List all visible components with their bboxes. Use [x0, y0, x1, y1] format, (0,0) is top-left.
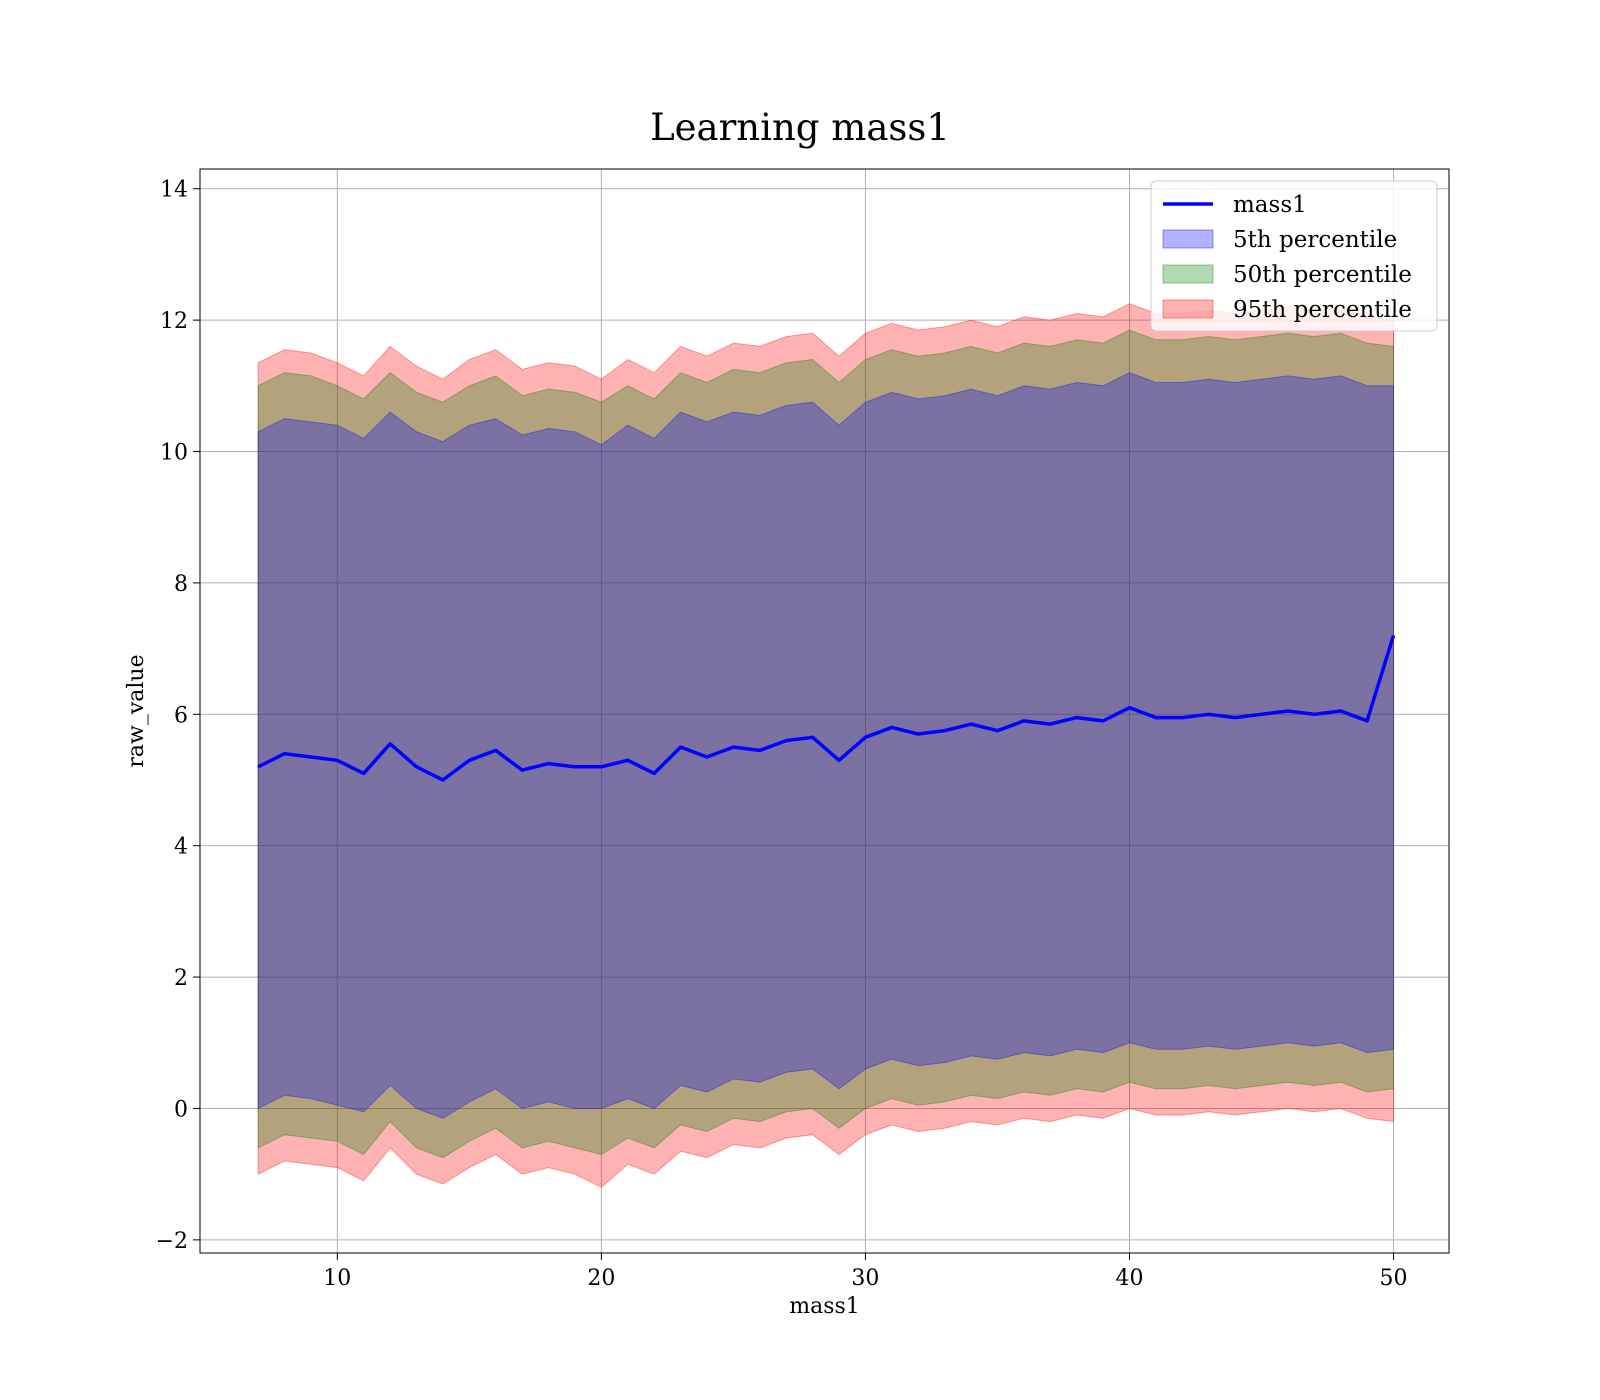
- series-line-mass1: [257, 634, 1396, 782]
- y-tick-label: 0: [174, 1097, 188, 1122]
- y-tick-label: 14: [160, 178, 188, 203]
- legend-box: [1150, 180, 1438, 332]
- legend-entry-label: 5th percentile: [1233, 227, 1397, 253]
- y-tick-label: 8: [174, 572, 188, 597]
- legend-entry-label: 95th percentile: [1233, 297, 1412, 323]
- chart-title: Learning mass1: [650, 106, 950, 149]
- y-tick-label: 4: [174, 835, 188, 860]
- legend: mass1 5th percentile 50th percentile 95th p…: [1150, 180, 1438, 332]
- band-5th-percentile: [257, 372, 1394, 1119]
- y-tick-label: −2: [156, 1229, 188, 1254]
- y-tick-label: 6: [174, 703, 188, 728]
- y-axis-label: raw_value: [124, 654, 149, 767]
- x-tick-label: 30: [851, 1266, 879, 1291]
- legend-band-swatch: [1162, 229, 1214, 249]
- percentile-bands: [257, 303, 1394, 1188]
- series-lines: [257, 634, 1396, 782]
- x-tick-label: 50: [1380, 1266, 1408, 1291]
- y-tick-label: 10: [160, 440, 188, 465]
- y-tick-label: 12: [160, 309, 188, 334]
- plot-area-frame: [199, 168, 1450, 1254]
- legend-band-swatch: [1162, 299, 1214, 319]
- legend-entry-label: 50th percentile: [1233, 262, 1412, 288]
- y-tick-label: 2: [174, 966, 188, 991]
- legend-band-swatch: [1162, 264, 1214, 284]
- x-tick-label: 40: [1115, 1266, 1143, 1291]
- band-95th-percentile: [257, 303, 1394, 1188]
- x-tick-label: 10: [323, 1266, 351, 1291]
- legend-entry-label: mass1: [1233, 192, 1307, 218]
- band-50th-percentile: [257, 329, 1394, 1159]
- x-axis-label: mass1: [789, 1294, 860, 1319]
- x-tick-label: 20: [587, 1266, 615, 1291]
- axis-ticks: 10 20 30 40 50 −2 0 2 4 6 8 10 12 14: [156, 178, 1408, 1291]
